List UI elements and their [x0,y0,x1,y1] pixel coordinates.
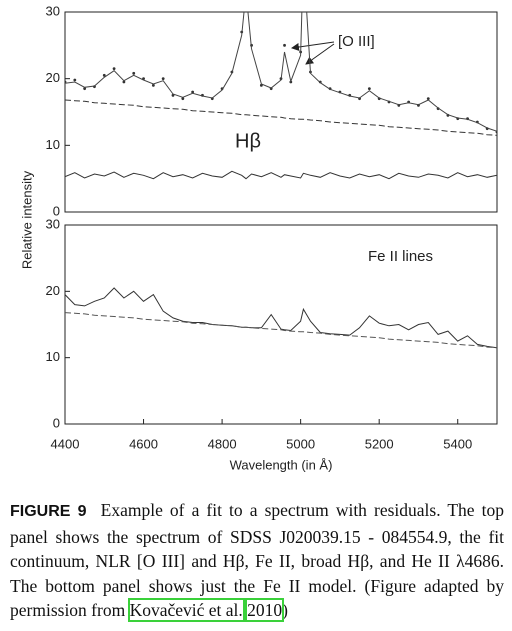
data-point [191,90,195,94]
data-point [132,71,136,75]
citation-link[interactable]: 2010 [245,598,285,622]
annotation: Fe II lines [368,248,433,265]
x-tick-label: 4800 [208,436,237,451]
spectrum-line [65,170,497,180]
data-point [83,87,87,91]
y-tick-label: 10 [46,137,60,152]
data-point [151,83,155,87]
arrow [291,41,335,51]
spectrum-line [65,12,497,132]
y-tick-label: 0 [53,203,60,218]
x-tick-label: 5200 [365,436,394,451]
y-tick-label: 30 [46,3,60,18]
plot-frame [64,11,498,213]
spectrum-line [65,287,497,349]
y-tick-label: 20 [46,70,60,85]
data-point [122,80,126,84]
plot-area [65,287,497,349]
y-tick-label: 30 [46,216,60,231]
y-tick-label: 20 [46,283,60,298]
data-point [283,43,286,47]
continuum-line [65,312,497,349]
plot-area [65,12,497,180]
citation-link[interactable]: Kovačević et al. [127,598,245,622]
data-point [102,73,106,77]
data-point [426,97,430,101]
data-point [367,87,371,91]
x-tick-label: 5400 [443,436,472,451]
caption-label: FIGURE 9 [10,503,87,520]
data-point [161,77,165,81]
plot-frame [64,224,498,425]
annotation: Hβ [235,130,261,152]
figure: 0 10 20 30 Relative intensity [O III] Hβ 0 10 20 3… [19,3,498,472]
x-tick-label: 4400 [51,436,80,451]
y-tick-label: 0 [53,415,60,430]
data-point [181,97,185,101]
annotation: [O III] [338,33,375,50]
caption: FIGURE 9 Example of a fit to a spectrum … [10,498,504,623]
continuum-line [65,99,497,136]
arrow [305,43,335,65]
x-tick-label: 4600 [129,436,158,451]
y-tick-label: 10 [46,349,60,364]
x-tick-label: 5000 [286,436,315,451]
caption-end: ) [282,600,288,620]
y-axis-label: Relative intensity [19,170,34,269]
caption-text: Example of a fit to a spectrum with resi… [10,500,504,620]
data-point [112,67,116,71]
x-axis-label: Wavelength (in Å) [230,457,333,472]
data-point [73,78,77,82]
